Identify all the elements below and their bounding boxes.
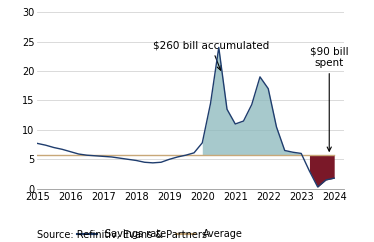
Text: $260 bill accumulated: $260 bill accumulated <box>153 40 269 70</box>
Legend: Savings rate, Average: Savings rate, Average <box>74 225 246 242</box>
Text: $90 bill
spent: $90 bill spent <box>310 46 349 151</box>
Text: Source: Refinitiv, Evans & Partners: Source: Refinitiv, Evans & Partners <box>37 230 208 240</box>
